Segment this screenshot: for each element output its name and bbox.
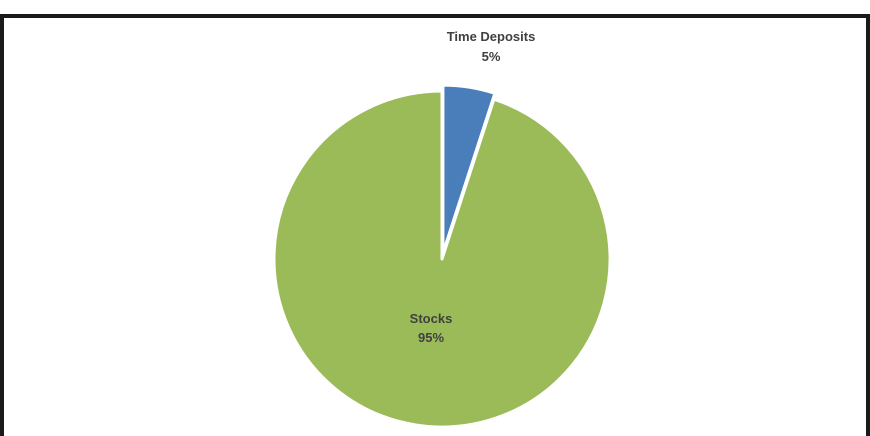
slice-label-time-deposits: Time Deposits 5% (447, 29, 536, 64)
pie-slice-stocks (272, 89, 612, 429)
slice-label-time-deposits-value: 5% (482, 49, 501, 64)
slice-label-stocks-value: 95% (418, 330, 444, 345)
slice-label-stocks-name: Stocks (410, 311, 453, 326)
pie-slice-time-deposits (441, 83, 497, 255)
top-band (0, 0, 870, 18)
slice-label-stocks: Stocks 95% (410, 311, 453, 345)
slice-label-time-deposits-name: Time Deposits (447, 29, 536, 44)
pie-slices (272, 83, 612, 429)
